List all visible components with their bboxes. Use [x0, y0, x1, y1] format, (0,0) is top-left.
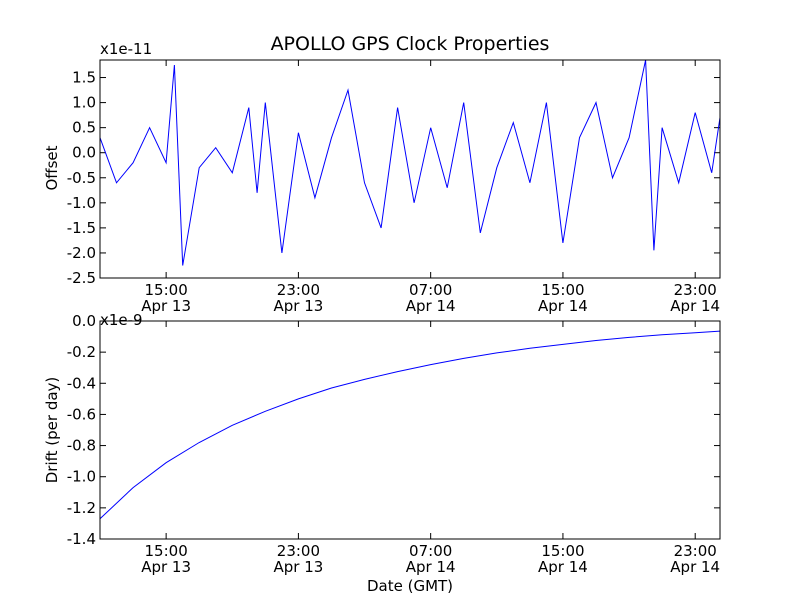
- drift-x-tick-time: 23:00: [277, 542, 320, 560]
- x-axis-label: Date (GMT): [367, 577, 453, 595]
- drift-y-tick-label: -0.2: [67, 343, 96, 361]
- drift-exponent-label: x1e-9: [100, 311, 143, 329]
- offset-x-tick-date: Apr 14: [670, 297, 720, 315]
- offset-exponent-label: x1e-11: [100, 40, 152, 58]
- drift-y-tick-label: -0.8: [67, 437, 96, 455]
- offset-x-tick-time: 23:00: [277, 281, 320, 299]
- drift-y-axis-label: Drift (per day): [43, 377, 61, 484]
- offset-x-tick-date: Apr 13: [273, 297, 323, 315]
- offset-y-ticks: -2.5 -2.0 -1.5 -1.0 -0.5 0.0 0.5 1.0 1.5: [67, 69, 720, 287]
- offset-x-tick-date: Apr 14: [406, 297, 456, 315]
- offset-y-tick-label: 0.5: [72, 119, 96, 137]
- drift-x-tick-date: Apr 14: [670, 558, 720, 576]
- drift-x-tick-date: Apr 14: [406, 558, 456, 576]
- drift-series-line: [99, 330, 721, 520]
- offset-x-tick-time: 15:00: [541, 281, 584, 299]
- offset-y-tick-label: -2.5: [67, 269, 96, 287]
- offset-y-tick-label: -0.5: [67, 169, 96, 187]
- drift-x-tick-date: Apr 14: [538, 558, 588, 576]
- drift-plot-frame: [99, 320, 721, 540]
- drift-y-tick-label: -1.2: [67, 499, 96, 517]
- offset-y-tick-label: -2.0: [67, 244, 96, 262]
- offset-x-tick-date: Apr 13: [141, 297, 191, 315]
- offset-y-tick-label: -1.0: [67, 194, 96, 212]
- drift-y-tick-label: -0.4: [67, 374, 96, 392]
- drift-x-tick-time: 15:00: [145, 542, 188, 560]
- drift-y-tick-label: -1.4: [67, 530, 96, 548]
- drift-x-tick-time: 07:00: [409, 542, 452, 560]
- drift-y-tick-label: 0.0: [72, 312, 96, 330]
- drift-y-ticks: -1.4 -1.2 -1.0 -0.8 -0.6 -0.4 -0.2 0.0: [67, 312, 720, 548]
- offset-x-tick-date: Apr 14: [538, 297, 588, 315]
- offset-panel: x1e-11 Offset -2.5 -2.0 -1.5 -1.0 -0.5 0.0 0.5…: [43, 40, 721, 315]
- offset-y-axis-label: Offset: [43, 145, 61, 190]
- drift-x-tick-date: Apr 13: [141, 558, 191, 576]
- drift-x-tick-date: Apr 13: [273, 558, 323, 576]
- offset-x-tick-time: 07:00: [409, 281, 452, 299]
- drift-y-tick-label: -1.0: [67, 468, 96, 486]
- drift-x-tick-time: 15:00: [541, 542, 584, 560]
- drift-x-tick-time: 23:00: [674, 542, 717, 560]
- drift-y-tick-label: -0.6: [67, 405, 96, 423]
- drift-panel: x1e-9 Drift (per day) -1.4 -1.2 -1.0 -0.8 -0…: [43, 311, 721, 595]
- offset-y-tick-label: 1.5: [72, 69, 96, 87]
- offset-x-tick-time: 15:00: [145, 281, 188, 299]
- offset-series-line: [99, 59, 721, 266]
- offset-y-tick-label: 0.0: [72, 144, 96, 162]
- offset-y-tick-label: 1.0: [72, 94, 96, 112]
- offset-y-tick-label: -1.5: [67, 219, 96, 237]
- chart-title: APOLLO GPS Clock Properties: [271, 33, 550, 55]
- offset-x-tick-time: 23:00: [674, 281, 717, 299]
- offset-plot-frame: [99, 59, 721, 279]
